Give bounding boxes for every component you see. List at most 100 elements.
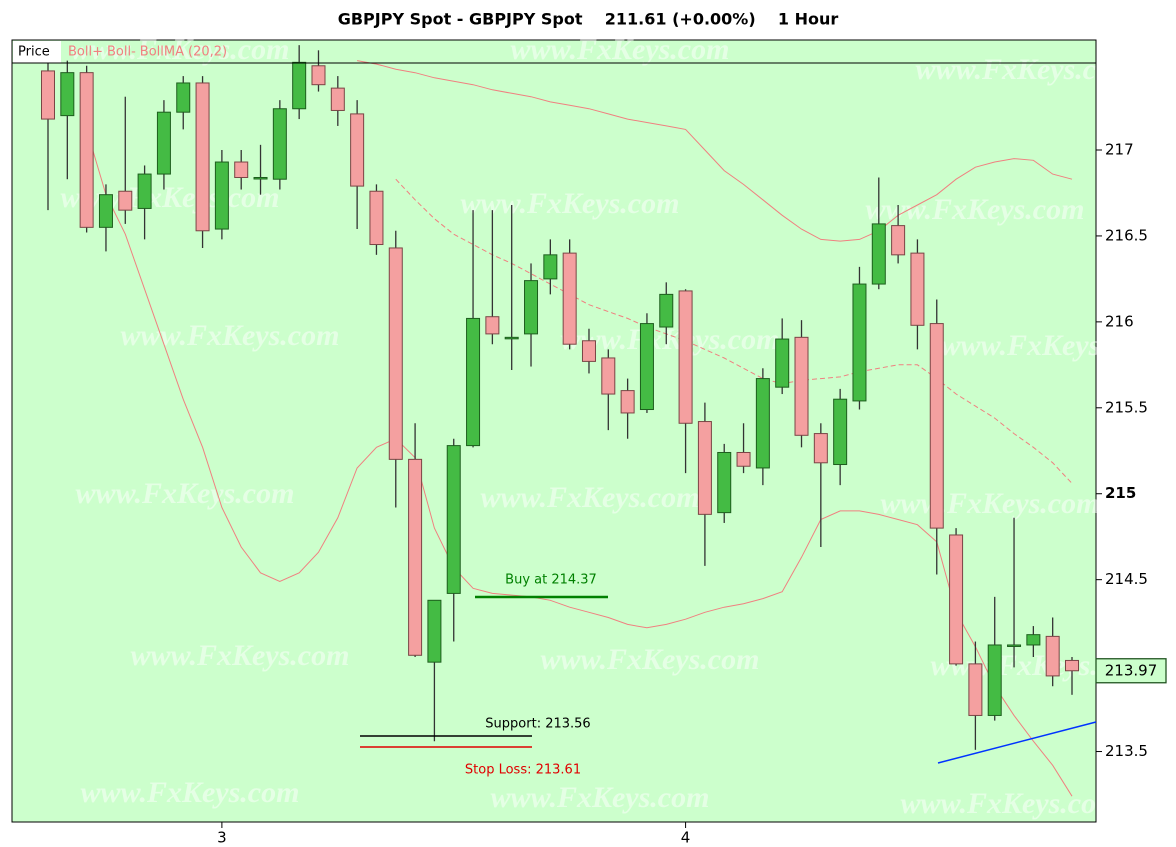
watermark: www.FxKeys.com (561, 323, 780, 356)
annotation: Support: 213.56 (485, 717, 590, 732)
y-tick-label: 216.5 (1105, 226, 1148, 244)
legend-label: BollMA (140, 45, 184, 60)
legend-label: Price (18, 45, 50, 60)
candle-body (98, 194, 113, 228)
candle-body (813, 433, 828, 464)
watermarks: www.FxKeys.com www.FxKeys.com www.FxKeys.c… (61, 33, 1160, 820)
candle-body (562, 252, 577, 345)
current-price-box (1095, 658, 1167, 684)
candle-body (60, 72, 75, 117)
candle-body (601, 357, 616, 395)
candle-body (949, 534, 964, 665)
candles (41, 45, 1079, 750)
candle-body (79, 72, 94, 228)
candle-body (871, 223, 886, 285)
candle-body (852, 283, 867, 402)
annotation: Stop Loss: 213.61 (465, 763, 581, 778)
trend-line (937, 721, 1097, 764)
candle-body (1026, 634, 1041, 646)
y-tick-label: 215 (1105, 484, 1136, 502)
candle-body (717, 451, 732, 514)
drawn-lines: Buy at 214.37 Support: 213.56 Stop Loss: 2… (360, 573, 1097, 778)
candle-body (987, 644, 1002, 716)
candle-body (195, 82, 210, 232)
candle-body (234, 161, 249, 178)
band-line (395, 178, 1073, 484)
candle-body (659, 293, 674, 328)
candle-body (678, 290, 693, 424)
band-line (86, 129, 1073, 797)
watermark: www.FxKeys.com (901, 787, 1120, 820)
candle-body (41, 70, 55, 120)
y-tick-label: 214.5 (1105, 570, 1148, 588)
current-price-label: 213.97 (1105, 661, 1158, 679)
candle-body (968, 663, 983, 716)
axes: 213.5 214.5 215 215.5 216 216.5 217 3 4 213.97 (217, 140, 1167, 847)
watermark: www.FxKeys.com (881, 487, 1100, 520)
watermark: www.FxKeys.com (131, 639, 350, 672)
watermark: www.FxKeys.com (461, 187, 680, 220)
candle-body (755, 378, 770, 469)
annotation: Buy at 214.37 (505, 573, 597, 588)
candle-body (292, 61, 307, 110)
candle-body (427, 599, 442, 663)
watermark: www.FxKeys.com (121, 319, 340, 352)
legend-label: Boll+ (68, 45, 103, 60)
candle-body (408, 458, 423, 656)
y-tick-label: 217 (1105, 140, 1134, 158)
candle-body (504, 336, 519, 340)
candle-body (253, 176, 268, 180)
candle-body (910, 252, 925, 326)
candle-body (581, 340, 596, 362)
indicator-lines (86, 60, 1073, 797)
candle-body (485, 316, 500, 335)
candle-body (833, 398, 848, 466)
watermark: www.FxKeys.com (81, 776, 300, 809)
watermark: www.FxKeys.com (941, 329, 1160, 362)
band-line (357, 60, 1073, 242)
candle-body (639, 323, 654, 411)
candle-body (543, 254, 558, 280)
candle-body (1045, 635, 1060, 677)
candle-body (388, 247, 403, 460)
candle-body (929, 323, 944, 529)
x-tick-label: 3 (217, 829, 227, 847)
legend-box (13, 41, 61, 63)
candle-body (736, 451, 751, 467)
candle-body (350, 113, 365, 187)
legend: Price Boll+ Boll- BollMA (20,2) (12, 41, 1096, 64)
candle-body (330, 87, 345, 111)
x-tick-label: 4 (681, 829, 691, 847)
watermark: www.FxKeys.com (491, 781, 710, 814)
watermark: www.FxKeys.com (511, 33, 730, 66)
legend-label: (20,2) (188, 45, 227, 60)
plot-area (11, 39, 1097, 823)
legend-label: Boll- (107, 45, 136, 60)
watermark: www.FxKeys.com (61, 181, 280, 214)
watermark: www.FxKeys.com (71, 33, 290, 66)
candle-body (446, 445, 461, 594)
watermark: www.FxKeys.com (916, 53, 1135, 86)
candle-body (697, 421, 712, 515)
candle-body (620, 390, 635, 414)
chart-title: GBPJPY Spot - GBPJPY Spot 211.61 (+0.00%… (338, 10, 839, 29)
candle-body (775, 338, 790, 388)
candle-body (156, 111, 171, 175)
y-tick-label: 213.5 (1105, 742, 1148, 760)
candle-body (137, 173, 152, 209)
y-tick-label: 215.5 (1105, 398, 1148, 416)
candle-body (1065, 659, 1079, 672)
candle-body (794, 336, 809, 436)
watermark: www.FxKeys.com (481, 481, 700, 514)
candle-body (891, 225, 906, 256)
candle-body (369, 190, 384, 246)
candle-body (272, 108, 287, 180)
watermark: www.FxKeys.com (866, 193, 1085, 226)
candle-body (311, 65, 326, 86)
candle-body (118, 190, 133, 211)
candle-body (214, 161, 229, 230)
y-tick-label: 216 (1105, 312, 1134, 330)
candle-body (466, 317, 481, 447)
watermark: www.FxKeys.com (541, 643, 760, 676)
